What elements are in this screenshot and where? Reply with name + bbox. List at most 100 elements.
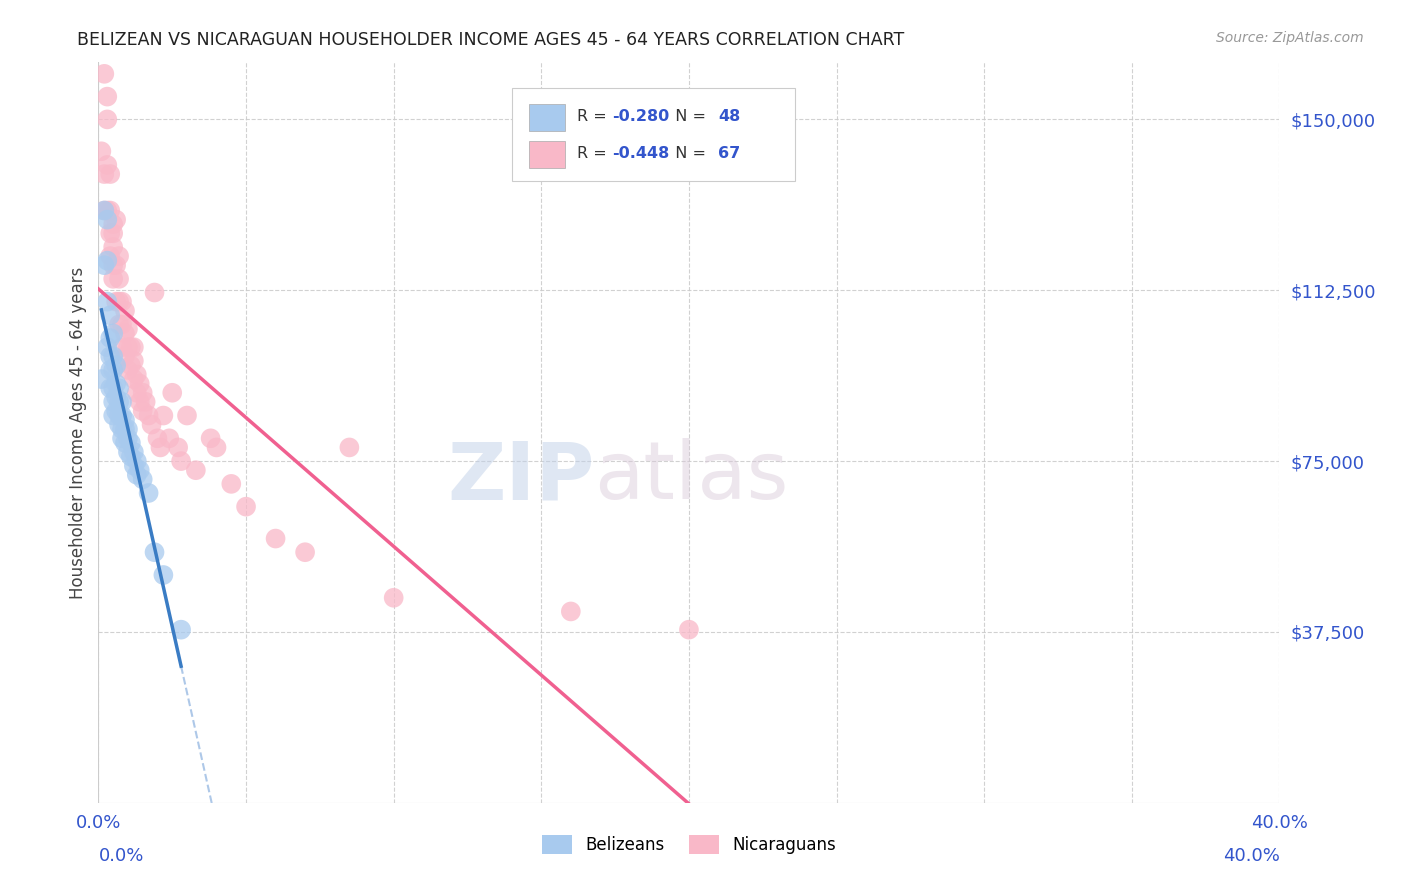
Text: R =: R = [576, 109, 612, 124]
Point [125, 368, 148, 382]
Point [98, 308, 121, 322]
Point [108, 294, 131, 309]
Point [105, 376, 128, 391]
Point [105, 390, 128, 404]
Point [122, 340, 145, 354]
Point [122, 458, 145, 473]
Point [103, 272, 125, 286]
Point [143, 285, 166, 300]
Point [105, 212, 128, 227]
Point [143, 545, 166, 559]
Point [125, 454, 148, 468]
Point [114, 349, 136, 363]
Point [149, 441, 172, 455]
FancyBboxPatch shape [512, 88, 796, 181]
Point [96, 212, 118, 227]
Point [96, 112, 118, 127]
Point [125, 385, 148, 400]
Point [132, 472, 155, 486]
Point [138, 486, 160, 500]
Point [125, 467, 148, 482]
Point [103, 217, 125, 231]
Point [103, 381, 125, 395]
Point [132, 404, 155, 418]
Point [120, 450, 142, 464]
Point [122, 445, 145, 459]
Point [96, 203, 118, 218]
Point [98, 331, 121, 345]
Point [117, 340, 139, 354]
Point [108, 249, 131, 263]
Point [122, 372, 145, 386]
Text: Source: ZipAtlas.com: Source: ZipAtlas.com [1216, 31, 1364, 45]
Point [96, 89, 118, 103]
Point [117, 363, 139, 377]
Point [111, 409, 134, 423]
Point [90, 145, 112, 159]
Point [111, 294, 134, 309]
FancyBboxPatch shape [530, 103, 565, 130]
Point [235, 500, 257, 514]
Point [96, 158, 118, 172]
Point [93, 258, 115, 272]
Point [93, 167, 115, 181]
Point [382, 591, 405, 605]
Text: 48: 48 [718, 109, 741, 124]
Text: 40.0%: 40.0% [1223, 847, 1279, 865]
Point [128, 395, 150, 409]
Point [141, 417, 163, 432]
Point [108, 318, 131, 332]
Point [162, 385, 183, 400]
Point [98, 381, 121, 395]
Point [108, 409, 131, 423]
Point [103, 326, 125, 341]
Point [103, 240, 125, 254]
Point [132, 385, 155, 400]
Point [103, 258, 125, 272]
Point [120, 435, 142, 450]
Text: -0.448: -0.448 [612, 146, 669, 161]
Point [108, 417, 131, 432]
Point [105, 359, 128, 373]
Point [103, 409, 125, 423]
Point [221, 476, 243, 491]
Point [111, 422, 134, 436]
Point [146, 431, 169, 445]
Point [93, 67, 115, 81]
Point [117, 322, 139, 336]
Text: N =: N = [665, 146, 711, 161]
Point [108, 381, 131, 395]
Text: 0.0%: 0.0% [98, 847, 143, 865]
Text: ZIP: ZIP [447, 438, 595, 516]
Point [93, 203, 115, 218]
Point [96, 253, 118, 268]
Point [98, 249, 121, 263]
Point [184, 463, 207, 477]
Point [170, 454, 193, 468]
Text: 67: 67 [718, 146, 741, 161]
Point [152, 409, 174, 423]
Point [103, 395, 125, 409]
Point [98, 167, 121, 181]
Point [111, 395, 134, 409]
Text: N =: N = [665, 109, 711, 124]
Point [96, 294, 118, 309]
Point [103, 227, 125, 241]
Point [98, 349, 121, 363]
Point [111, 318, 134, 332]
Text: atlas: atlas [595, 438, 789, 516]
Point [339, 441, 361, 455]
Point [93, 203, 115, 218]
FancyBboxPatch shape [530, 141, 565, 168]
Point [157, 431, 180, 445]
Point [98, 363, 121, 377]
Point [114, 435, 136, 450]
Point [98, 227, 121, 241]
Point [103, 349, 125, 363]
Point [98, 203, 121, 218]
Point [120, 359, 142, 373]
Point [128, 463, 150, 477]
Point [103, 363, 125, 377]
Y-axis label: Householder Income Ages 45 - 64 years: Householder Income Ages 45 - 64 years [69, 267, 87, 599]
Point [560, 604, 582, 618]
